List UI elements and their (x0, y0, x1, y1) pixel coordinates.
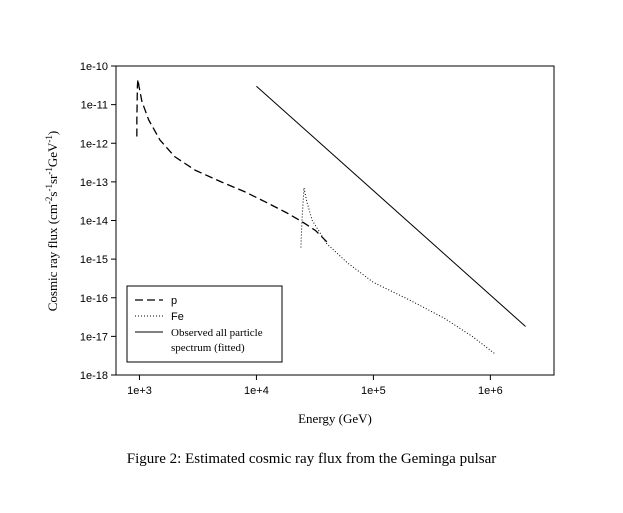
legend-label-observed-line1: Observed all particle (171, 327, 263, 339)
legend-label-fe: Fe (171, 311, 184, 323)
y-tick-label: 1e-17 (80, 331, 108, 343)
legend-box (126, 285, 283, 363)
x-axis: 1e+3 1e+4 1e+5 1e+6 (127, 375, 503, 397)
y-tick-label: 1e-14 (80, 216, 108, 228)
y-axis-title-sup: -1 (44, 184, 54, 192)
series-p-line (136, 78, 328, 243)
y-axis-title-part: s (45, 191, 60, 196)
legend-entry-p: p (135, 295, 177, 307)
series-fe-line (300, 187, 496, 355)
series-observed-line (256, 85, 526, 327)
legend-label-p: p (171, 295, 177, 307)
x-tick-label: 1e+4 (244, 385, 269, 397)
figure-caption: Figure 2: Estimated cosmic ray flux from… (126, 451, 497, 467)
y-axis-title-part: ) (45, 131, 60, 135)
x-tick-label: 1e+3 (127, 385, 152, 397)
legend: p Fe Observed all particle spectrum (fit… (126, 285, 283, 363)
x-tick-label: 1e+6 (478, 385, 503, 397)
y-axis-title-sup: -1 (44, 167, 54, 175)
y-axis-title-sup: -2 (44, 197, 54, 205)
y-axis-title-part: Cosmic ray flux (cm (45, 204, 60, 311)
y-axis-title-sup: -1 (44, 135, 54, 143)
y-tick-label: 1e-18 (80, 370, 108, 382)
legend-label-observed-line2: spectrum (fitted) (171, 342, 245, 354)
y-axis-title-part: sr (45, 174, 60, 184)
x-axis-title: Energy (GeV) (298, 411, 372, 426)
y-tick-label: 1e-12 (80, 138, 108, 150)
x-tick-label: 1e+5 (361, 385, 386, 397)
series-layer (136, 78, 526, 355)
y-tick-label: 1e-10 (80, 61, 108, 73)
y-tick-label: 1e-11 (81, 100, 108, 112)
y-axis: 1e-10 1e-11 1e-12 1e-13 1e-14 1e-15 1e-16 1e-17… (80, 61, 116, 382)
y-tick-label: 1e-16 (80, 293, 108, 305)
legend-entry-fe: Fe (135, 311, 184, 323)
y-axis-title-part: GeV (45, 142, 60, 167)
y-axis-title: Cosmic ray flux (cm-2s-1sr-1GeV-1) (44, 131, 60, 312)
legend-entry-observed: Observed all particle spectrum (fitted) (135, 327, 263, 354)
y-tick-label: 1e-15 (80, 254, 108, 266)
y-tick-label: 1e-13 (80, 177, 108, 189)
